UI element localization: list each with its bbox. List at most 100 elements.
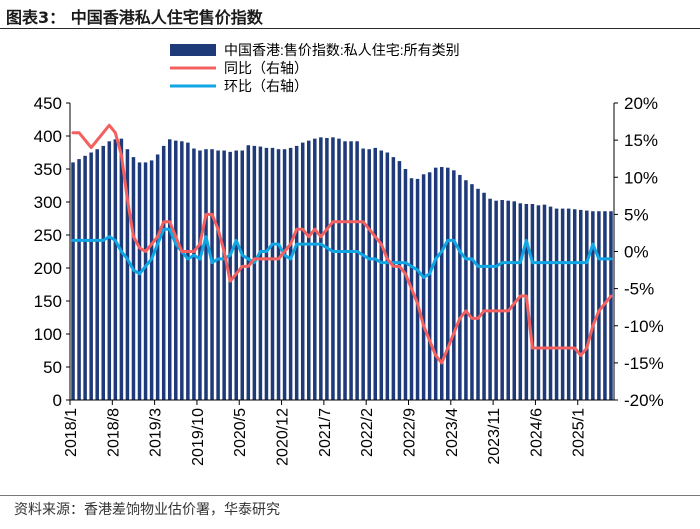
index-bar (155, 154, 160, 400)
index-bar (421, 174, 426, 400)
legend-label: 中国香港:售价指数:私人住宅:所有类别 (224, 42, 460, 58)
index-bar (77, 159, 81, 400)
index-bar (222, 150, 226, 400)
index-bar (113, 139, 118, 401)
legend-label: 环比（右轴） (224, 78, 308, 94)
index-bar (240, 150, 245, 400)
index-bar (216, 150, 220, 400)
x-axis-tick-label: 2019/10 (190, 408, 207, 466)
right-axis-labels: -20% -15% -10% -5% 0% 5% 10% 15% 20% (624, 94, 664, 410)
index-bar (71, 162, 75, 400)
index-bar (464, 180, 468, 400)
index-bar (89, 152, 93, 400)
index-bar (167, 139, 172, 401)
title-divider (0, 28, 700, 29)
index-bar (494, 200, 498, 400)
index-bar (397, 161, 402, 400)
index-bar (270, 147, 275, 400)
left-axis-tick-label: 200 (34, 259, 62, 278)
left-axis-tick-label: 50 (43, 358, 62, 377)
index-bar (446, 167, 450, 400)
index-bar (536, 205, 541, 400)
index-bar (288, 147, 293, 400)
x-axis-tick-label: 2022/9 (401, 408, 418, 457)
index-bar (427, 172, 432, 400)
index-bar (361, 148, 365, 400)
index-bar (276, 149, 281, 400)
bar-series (71, 137, 613, 401)
index-bar (101, 145, 105, 400)
index-bar (186, 142, 190, 400)
index-bar (264, 147, 269, 400)
left-axis-tick-label: 350 (34, 160, 62, 179)
right-axis-tick-label: 15% (624, 131, 658, 150)
index-bar (210, 149, 214, 400)
right-axis-tick-label: -15% (624, 354, 664, 373)
x-axis-tick-label: 2023/11 (486, 408, 503, 465)
index-bar (143, 162, 148, 400)
index-bar (313, 138, 317, 400)
left-axis-tick-label: 400 (34, 127, 62, 146)
index-bar (572, 209, 577, 400)
index-bar (433, 167, 438, 400)
index-bar (174, 140, 178, 400)
index-bar (343, 141, 347, 400)
index-bar (125, 149, 130, 400)
x-axis-tick-label: 2018/8 (105, 408, 122, 457)
index-bar (137, 162, 142, 400)
index-bar (415, 178, 420, 400)
index-bar (367, 149, 371, 400)
index-bar (542, 204, 547, 400)
index-bar (488, 198, 492, 400)
left-axis-tick-label: 250 (34, 226, 62, 245)
chart-title: 图表3： 中国香港私人住宅售价指数 (6, 8, 263, 27)
index-bar (107, 141, 112, 400)
index-bar (439, 167, 444, 400)
index-bar (385, 152, 390, 400)
right-axis-tick-label: -20% (624, 391, 664, 410)
chart-canvas: 0 50 100 150 200 250 300 350 400 450 -20% -15% -10%… (34, 42, 664, 466)
index-bar (294, 145, 299, 400)
index-bar (300, 142, 305, 400)
index-bar (319, 137, 323, 400)
x-axis-tick-label: 2024/6 (528, 408, 545, 457)
index-bar (609, 211, 613, 400)
index-bar (119, 138, 124, 400)
index-bar (204, 149, 208, 400)
index-bar (566, 208, 571, 400)
index-bar (579, 209, 583, 400)
index-bar (512, 201, 517, 400)
left-axis-labels: 0 50 100 150 200 250 300 350 400 450 (34, 94, 62, 410)
left-axis-tick-label: 0 (53, 391, 62, 410)
x-axis-tick-label: 2020/5 (232, 408, 249, 457)
index-bar (458, 174, 462, 400)
right-axis-tick-label: 5% (624, 205, 649, 224)
x-axis-tick-label: 2021/7 (317, 408, 334, 457)
index-bar (198, 150, 202, 400)
index-bar (500, 200, 504, 400)
index-bar (379, 150, 384, 400)
line-series (71, 123, 613, 365)
index-bar (470, 184, 474, 400)
x-axis-tick-label: 2023/4 (444, 408, 461, 457)
index-bar (192, 148, 196, 400)
index-bar (560, 208, 565, 400)
index-bar (161, 145, 166, 400)
index-bar (282, 149, 287, 400)
index-bar (252, 145, 257, 400)
index-bar (331, 137, 335, 400)
left-axis-tick-label: 300 (34, 193, 62, 212)
x-axis-tick-label: 2022/2 (359, 408, 376, 457)
mom-line (71, 227, 613, 279)
legend-label: 同比（右轴） (224, 60, 308, 76)
index-bar (482, 192, 486, 400)
index-bar (391, 157, 396, 400)
index-bar (373, 147, 377, 400)
index-bar (95, 149, 99, 400)
right-axis-tick-label: 20% (624, 94, 658, 113)
right-axis-tick-label: 0% (624, 243, 649, 262)
left-axis-tick-label: 150 (34, 292, 62, 311)
index-bar (149, 160, 154, 400)
index-bar (349, 141, 353, 400)
index-bar (180, 141, 184, 400)
